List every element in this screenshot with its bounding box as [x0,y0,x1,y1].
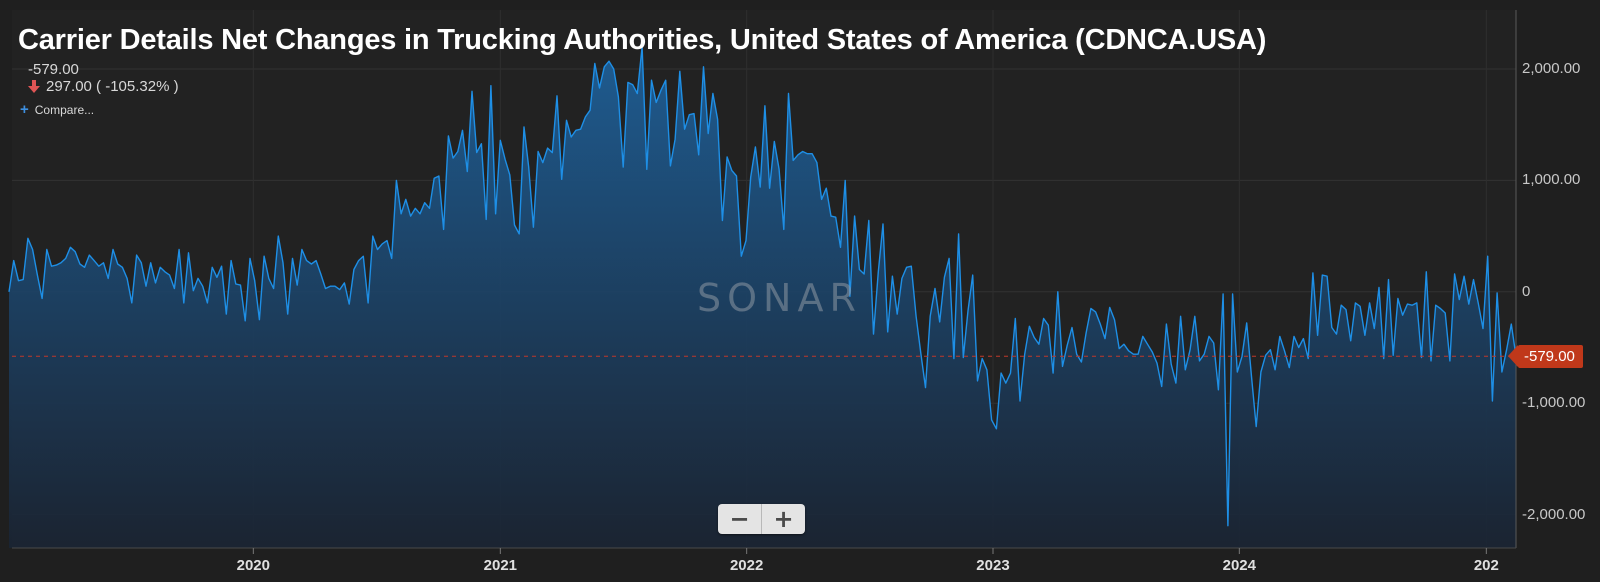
x-tick-label: 202 [1473,557,1499,574]
y-tick-label: 0 [1522,282,1531,300]
zoom-in-button[interactable]: + [773,505,794,533]
plus-icon: + [20,101,29,118]
last-value-badge: -579.00 [1508,344,1583,368]
x-tick-label: 2023 [976,557,1010,574]
down-arrow-icon [28,80,40,93]
zoom-controls: − + [718,504,805,534]
chart-title: Carrier Details Net Changes in Trucking … [18,24,1267,56]
y-tick-label: 2,000.00 [1522,60,1581,78]
compare-button[interactable]: + Compare... [20,101,95,118]
change-row: 297.00 ( -105.32% ) [28,78,179,95]
area-fill [9,46,1516,549]
current-value: -579.00 [28,61,79,78]
compare-label: Compare... [34,103,95,117]
zoom-divider [761,504,762,534]
series-line [8,46,1517,527]
y-tick-label: 1,000.00 [1522,171,1581,189]
zoom-out-button[interactable]: − [729,505,750,533]
area-series [8,46,1517,549]
watermark: SONAR [697,276,862,320]
x-tick-label: 2022 [729,557,764,574]
x-tick-label: 2020 [236,557,270,574]
y-tick-label: -1,000.00 [1522,394,1586,412]
x-tick-label: 2021 [483,557,518,574]
x-tick-marks [252,548,1487,554]
x-tick-label: 2024 [1222,557,1256,574]
change-value: 297.00 ( -105.32% ) [46,78,179,95]
y-tick-label: -2,000.00 [1522,505,1586,523]
